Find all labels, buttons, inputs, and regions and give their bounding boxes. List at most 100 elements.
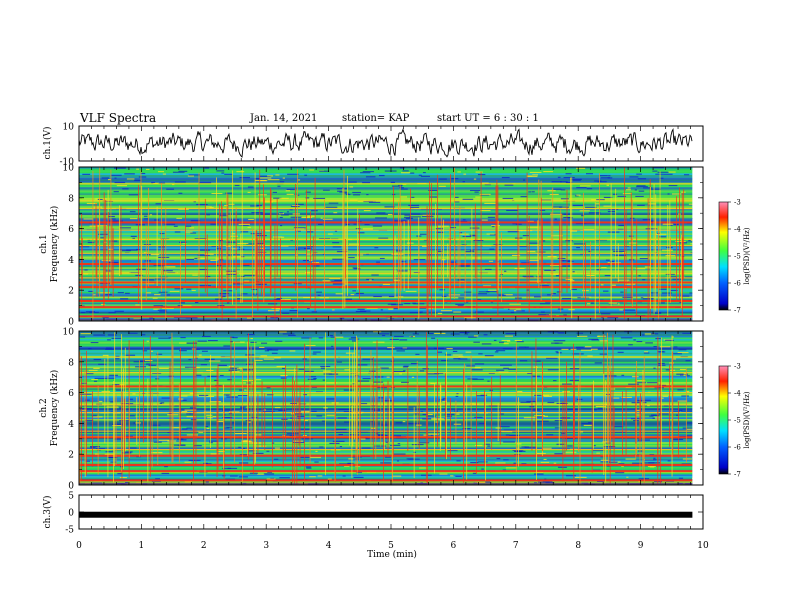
noise-mark: [280, 375, 288, 377]
noise-mark: [125, 292, 130, 294]
noise-mark: [307, 308, 310, 310]
noise-mark: [344, 421, 351, 423]
noise-mark: [522, 235, 529, 237]
noise-mark: [642, 219, 651, 221]
frequency-row: [79, 418, 693, 421]
noise-mark: [164, 223, 176, 225]
noise-mark: [350, 337, 357, 339]
noise-mark: [120, 403, 128, 405]
station-label: station= KAP: [342, 113, 410, 124]
x-tick-label: 6: [451, 541, 457, 551]
noise-mark: [659, 177, 664, 179]
noise-mark: [504, 294, 513, 296]
noise-mark: [469, 227, 480, 229]
noise-mark: [326, 414, 335, 416]
frequency-row: [79, 474, 693, 477]
noise-mark: [378, 174, 385, 177]
noise-mark: [116, 384, 125, 386]
x-tick-label: 1: [139, 541, 145, 551]
noise-mark: [542, 394, 550, 396]
noise-mark: [665, 369, 671, 371]
noise-mark: [329, 442, 340, 444]
strong-band: [79, 306, 693, 309]
noise-mark: [576, 247, 580, 249]
frequency-row: [79, 358, 693, 361]
frequency-row: [79, 310, 693, 313]
noise-mark: [544, 478, 547, 480]
noise-mark: [105, 451, 115, 453]
noise-mark: [624, 245, 630, 247]
noise-mark: [644, 459, 657, 461]
frequency-row: [79, 193, 693, 196]
noise-mark: [411, 444, 424, 446]
frequency-row: [79, 452, 693, 455]
noise-mark: [684, 276, 693, 278]
noise-mark: [567, 408, 578, 410]
frequency-row: [79, 216, 693, 219]
noise-mark: [605, 259, 610, 261]
noise-mark: [442, 401, 447, 403]
noise-mark: [579, 431, 584, 433]
noise-mark: [150, 350, 154, 352]
noise-mark: [518, 346, 526, 348]
noise-mark: [243, 389, 247, 391]
noise-mark: [617, 351, 624, 353]
noise-mark: [286, 193, 294, 195]
noise-mark: [186, 413, 192, 415]
colorbar-tick-label: -7: [734, 307, 741, 315]
frequency-row: [79, 188, 693, 191]
noise-mark: [427, 413, 433, 415]
noise-mark: [267, 310, 280, 312]
noise-mark: [184, 409, 197, 411]
noise-mark: [176, 217, 183, 219]
noise-mark: [522, 179, 526, 181]
noise-mark: [304, 370, 314, 372]
noise-mark: [655, 233, 667, 235]
noise-mark: [102, 354, 109, 356]
frequency-row: [79, 458, 693, 461]
noise-mark: [366, 278, 374, 280]
frequency-row: [79, 174, 693, 177]
noise-mark: [254, 178, 260, 180]
noise-mark: [494, 351, 499, 353]
noise-mark: [197, 254, 210, 256]
weak-band: [79, 371, 693, 374]
noise-mark: [437, 225, 449, 227]
noise-mark: [240, 231, 249, 233]
frequency-row: [79, 179, 693, 182]
noise-mark: [159, 368, 169, 370]
noise-mark: [594, 362, 603, 364]
noise-mark: [495, 427, 502, 429]
noise-mark: [352, 290, 357, 292]
frequency-row: [79, 343, 693, 346]
noise-mark: [198, 354, 202, 356]
noise-mark: [91, 378, 98, 381]
noise-mark: [481, 468, 484, 470]
frequency-row: [79, 213, 693, 216]
noise-mark: [164, 266, 176, 268]
noise-mark: [246, 317, 252, 319]
noise-mark: [391, 185, 402, 187]
noise-mark: [160, 402, 165, 404]
noise-mark: [336, 251, 348, 253]
noise-mark: [339, 463, 351, 465]
noise-mark: [220, 374, 224, 377]
noise-mark: [393, 308, 398, 310]
noise-mark: [295, 254, 298, 256]
noise-mark: [158, 291, 168, 293]
noise-mark: [617, 195, 626, 197]
frequency-row: [79, 394, 693, 396]
weak-band: [79, 244, 693, 247]
noise-mark: [332, 246, 342, 248]
low-freq-band: [79, 318, 693, 321]
colorbar-tick-label: -6: [734, 444, 741, 452]
noise-mark: [319, 170, 330, 172]
noise-mark: [658, 236, 667, 238]
noise-mark: [217, 305, 225, 307]
noise-mark: [366, 307, 378, 309]
noise-mark: [121, 452, 132, 454]
frequency-row: [79, 257, 693, 260]
noise-mark: [527, 250, 536, 252]
noise-mark: [239, 177, 250, 179]
frequency-row: [79, 168, 693, 171]
